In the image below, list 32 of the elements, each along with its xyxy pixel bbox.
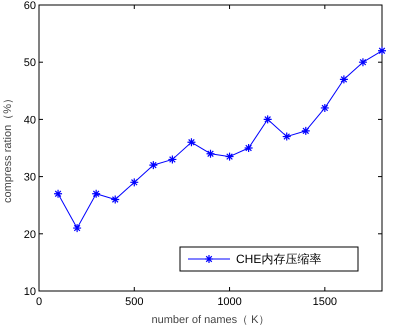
x-axis-title: number of names（ K）	[152, 314, 270, 326]
y-tick-label: 40	[24, 114, 36, 126]
point	[186, 138, 196, 147]
x-tick-label: 1500	[312, 296, 338, 308]
point	[263, 114, 272, 124]
y-tick-label: 60	[24, 0, 36, 12]
point	[110, 194, 120, 204]
point	[224, 152, 234, 162]
legend: CHE内存压缩率	[180, 246, 358, 272]
point	[244, 143, 254, 153]
point	[377, 46, 387, 56]
point	[339, 74, 348, 84]
x-tick-label: 1000	[217, 296, 242, 308]
x-tick-label: 500	[125, 296, 144, 308]
y-axis-title: compress ration（%）	[2, 92, 14, 204]
y-tick-label: 10	[24, 286, 36, 298]
point	[358, 58, 368, 67]
point	[148, 160, 158, 170]
point	[92, 189, 101, 198]
point	[168, 154, 177, 164]
y-tick-label: 20	[24, 228, 36, 241]
y-tick-label: 30	[24, 172, 36, 184]
point	[130, 178, 139, 187]
y-tick-label: 50	[24, 57, 36, 70]
point	[301, 126, 310, 136]
point	[320, 103, 330, 113]
point	[206, 149, 216, 158]
legend-label: CHE内存压缩率	[236, 252, 322, 266]
point	[53, 189, 63, 198]
point	[72, 223, 82, 233]
x-tick-label: 0	[36, 296, 42, 308]
point	[282, 132, 292, 142]
